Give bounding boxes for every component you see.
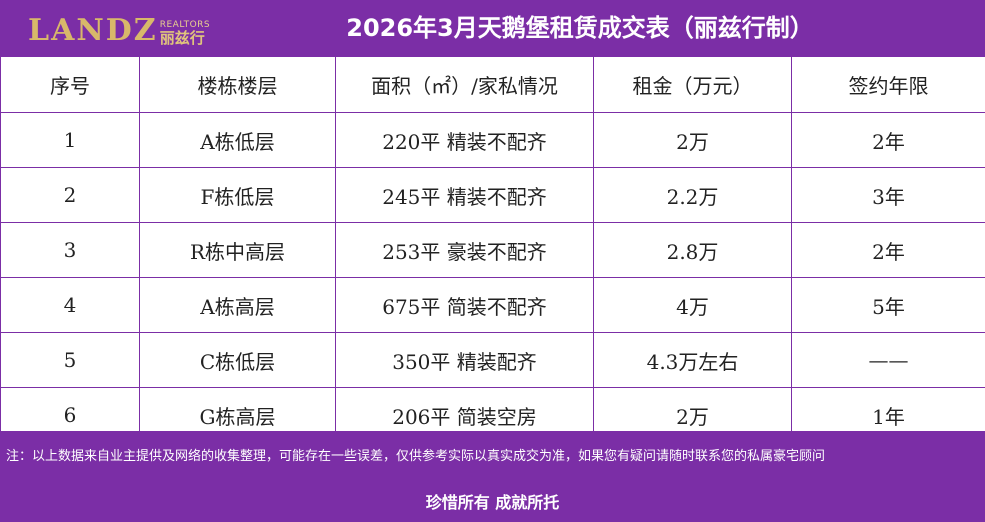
table-row: 5 C栋低层 350平 精装配齐 4.3万左右 —— [0,332,985,388]
cell-lease-term: 2年 [791,222,985,278]
cell-building-floor: C栋低层 [139,332,336,388]
column-header-rent: 租金（万元） [593,56,792,113]
table-row: 1 A栋低层 220平 精装不配齐 2万 2年 [0,112,985,168]
cell-rent: 4.3万左右 [593,332,792,388]
cell-rent: 2万 [593,112,792,168]
cell-area-furnishing: 675平 简装不配齐 [335,277,594,333]
cell-rent: 4万 [593,277,792,333]
table-row: 3 R栋中高层 253平 豪装不配齐 2.8万 2年 [0,222,985,278]
cell-rent: 2.2万 [593,167,792,223]
page-title: 2026年3月天鹅堡租赁成交表（丽兹行制） [346,14,814,42]
cell-area-furnishing: 220平 精装不配齐 [335,112,594,168]
cell-building-floor: F栋低层 [139,167,336,223]
cell-building-floor: A栋低层 [139,112,336,168]
logo-chinese-name: 丽兹行 [159,29,205,47]
cell-area-furnishing: 253平 豪装不配齐 [335,222,594,278]
slogan: 珍惜所有 成就所托 [425,493,560,512]
table-header-row: 序号 楼栋楼层 面积（㎡）/家私情况 租金（万元） 签约年限 [0,56,985,113]
cell-lease-term: 2年 [791,112,985,168]
cell-building-floor: A栋高层 [139,277,336,333]
lease-transactions-table: 序号 楼栋楼层 面积（㎡）/家私情况 租金（万元） 签约年限 1 A栋低层 22… [0,56,985,443]
cell-index: 4 [0,277,140,333]
logo-realtors: REALTORS [159,20,211,30]
cell-area-furnishing: 245平 精装不配齐 [335,167,594,223]
cell-index: 3 [0,222,140,278]
column-header-lease-term: 签约年限 [791,56,985,113]
cell-lease-term: 5年 [791,277,985,333]
table-row: 2 F栋低层 245平 精装不配齐 2.2万 3年 [0,167,985,223]
column-header-area-furnishing: 面积（㎡）/家私情况 [335,56,594,113]
disclaimer-note: 注：以上数据来自业主提供及网络的收集整理，可能存在一些误差，仅供参考实际以真实成… [6,449,826,464]
cell-building-floor: R栋中高层 [139,222,336,278]
column-header-index: 序号 [0,56,140,113]
landz-logo: LANDZ REALTORS 丽兹行 [28,12,210,46]
header-bar: LANDZ REALTORS 丽兹行 2026年3月天鹅堡租赁成交表（丽兹行制） [0,0,985,56]
cell-area-furnishing: 350平 精装配齐 [335,332,594,388]
cell-index: 2 [0,167,140,223]
cell-index: 5 [0,332,140,388]
cell-rent: 2.8万 [593,222,792,278]
cell-index: 1 [0,112,140,168]
cell-lease-term: 3年 [791,167,985,223]
logo-side: REALTORS 丽兹行 [160,21,210,46]
table-row: 4 A栋高层 675平 简装不配齐 4万 5年 [0,277,985,333]
logo-wordmark: LANDZ [28,13,158,48]
footer-bar: 注：以上数据来自业主提供及网络的收集整理，可能存在一些误差，仅供参考实际以真实成… [0,431,985,522]
column-header-building-floor: 楼栋楼层 [139,56,336,113]
cell-lease-term: —— [791,332,985,388]
